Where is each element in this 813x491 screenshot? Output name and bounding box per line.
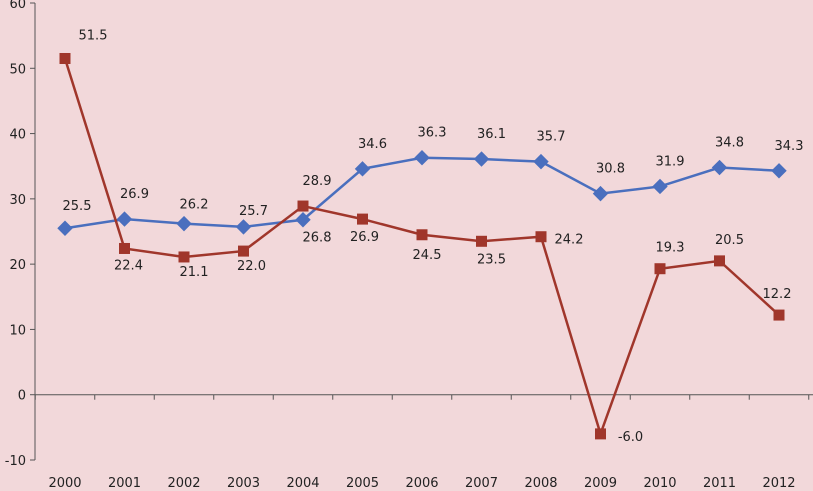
data-label: 26.9 — [120, 187, 149, 202]
data-label: 30.8 — [596, 162, 625, 177]
data-point — [235, 219, 252, 235]
data-point — [116, 211, 133, 227]
y-tick-label: 40 — [9, 128, 26, 143]
data-label: 21.1 — [180, 265, 209, 280]
data-label: 26.2 — [180, 198, 209, 213]
x-tick-label: 2008 — [524, 476, 557, 491]
data-label: 24.5 — [413, 248, 442, 263]
y-tick-label: 20 — [9, 258, 26, 273]
data-label: 26.8 — [303, 231, 332, 246]
data-point — [295, 212, 311, 228]
data-label: 35.7 — [537, 130, 566, 145]
data-point — [297, 200, 309, 212]
data-label: 20.5 — [715, 233, 744, 248]
data-label: 36.3 — [418, 126, 447, 141]
y-tick-label: 30 — [9, 193, 26, 208]
series-layer — [57, 52, 787, 440]
x-tick-label: 2005 — [346, 476, 379, 491]
data-label: 23.5 — [477, 252, 506, 267]
data-labels: 25.5 26.9 26.2 25.7 26.8 34.6 36.3 36.1 35.7 30.8… — [63, 28, 804, 444]
data-label: 26.9 — [350, 230, 379, 245]
data-point — [714, 255, 725, 267]
data-point — [592, 185, 609, 202]
y-tick-label: 10 — [9, 323, 26, 338]
data-point — [535, 231, 547, 243]
data-label: 31.9 — [656, 154, 685, 169]
x-tick-label: 2007 — [465, 476, 498, 491]
data-point — [176, 215, 192, 232]
x-tick-label: 2012 — [762, 476, 795, 491]
series-blue — [57, 150, 787, 236]
data-label: 51.5 — [79, 28, 108, 43]
data-label: 19.3 — [656, 241, 685, 256]
data-point — [57, 220, 73, 236]
x-tick-label: 2003 — [227, 476, 260, 491]
data-point — [238, 245, 249, 257]
data-label: 34.6 — [358, 137, 387, 152]
data-point — [473, 151, 490, 167]
data-label: 12.2 — [763, 287, 792, 302]
data-point — [357, 213, 368, 225]
data-label: 22.4 — [114, 258, 143, 273]
data-label: 36.1 — [477, 127, 506, 142]
y-tick-label: 60 — [9, 0, 26, 12]
data-point — [119, 242, 130, 254]
data-label: 34.8 — [715, 136, 744, 151]
data-point — [773, 309, 785, 321]
data-label: -6.0 — [618, 430, 643, 445]
data-label: 25.5 — [63, 199, 92, 214]
data-label: 24.2 — [555, 233, 584, 248]
data-point — [59, 52, 71, 64]
data-point — [595, 428, 606, 440]
data-point — [476, 235, 487, 247]
x-tick-label: 2004 — [286, 476, 319, 491]
series-red — [59, 52, 785, 440]
data-point — [414, 150, 430, 166]
data-point — [654, 263, 666, 275]
x-tick-label: 2011 — [703, 476, 736, 491]
data-label: 25.7 — [239, 204, 268, 219]
data-label: 34.3 — [775, 139, 804, 154]
x-tick-label: 2000 — [48, 476, 81, 491]
x-tick-label: 2010 — [643, 476, 676, 491]
x-tick-label: 2001 — [108, 476, 141, 491]
y-tick-label: 50 — [9, 62, 26, 77]
y-tick-label: -10 — [5, 454, 26, 469]
data-label: 22.0 — [237, 259, 266, 274]
data-point — [711, 159, 728, 176]
data-label: 28.9 — [303, 174, 332, 189]
data-point — [416, 229, 428, 241]
data-point — [533, 153, 549, 170]
data-point — [354, 161, 371, 177]
x-tick-label: 2002 — [167, 476, 200, 491]
x-tick-label: 2006 — [405, 476, 438, 491]
x-tick-label: 2009 — [584, 476, 617, 491]
axes: -10 0 10 20 30 40 50 60 2000 2001 2002 2003 2004 2005… — [5, 0, 813, 491]
data-point — [771, 163, 787, 179]
data-point — [178, 251, 190, 263]
y-tick-label: 0 — [18, 389, 26, 404]
data-point — [652, 178, 668, 195]
